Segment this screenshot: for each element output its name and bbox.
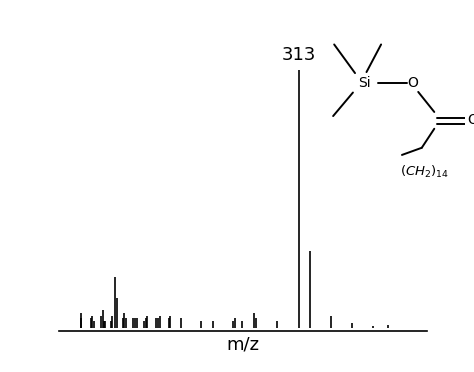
- X-axis label: m/z: m/z: [227, 335, 259, 353]
- Text: O: O: [467, 113, 474, 127]
- Text: 313: 313: [282, 46, 316, 64]
- Text: O: O: [407, 76, 418, 90]
- Text: Si: Si: [358, 76, 371, 90]
- Text: $(CH_2)_{14}$: $(CH_2)_{14}$: [401, 164, 449, 180]
